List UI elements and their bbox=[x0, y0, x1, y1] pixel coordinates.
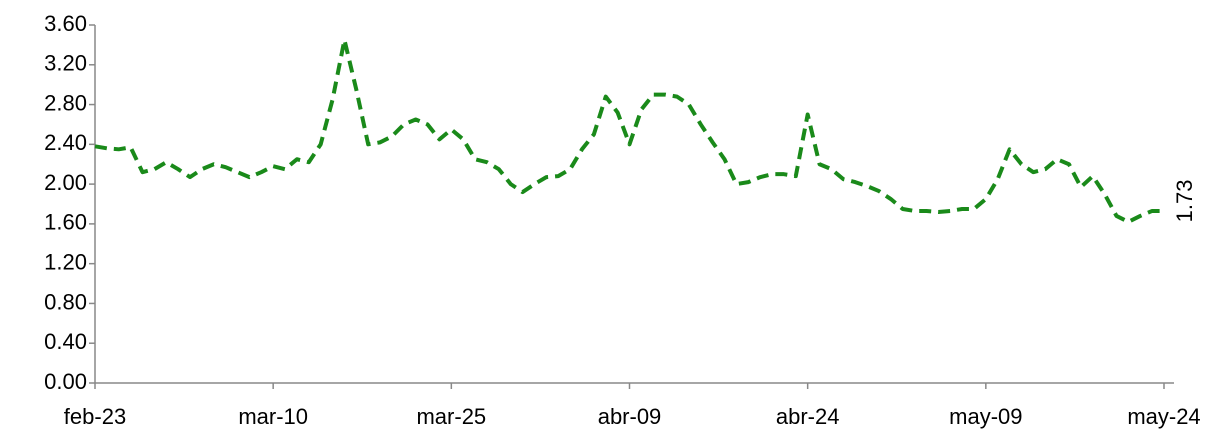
value-label: 1.73 bbox=[1172, 180, 1197, 223]
y-tick-label: 3.60 bbox=[44, 11, 87, 36]
y-tick-label: 2.80 bbox=[44, 90, 87, 115]
y-tick-label: 1.20 bbox=[44, 249, 87, 274]
x-tick-label: mar-25 bbox=[416, 404, 486, 429]
x-tick-label: may-24 bbox=[1127, 404, 1200, 429]
y-tick-label: 0.80 bbox=[44, 289, 87, 314]
y-tick-label: 2.40 bbox=[44, 130, 87, 155]
y-tick-label: 0.00 bbox=[44, 369, 87, 394]
x-tick-label: abr-24 bbox=[776, 404, 840, 429]
x-tick-label: may-09 bbox=[949, 404, 1022, 429]
x-tick-label: feb-23 bbox=[64, 404, 126, 429]
y-tick-label: 2.00 bbox=[44, 170, 87, 195]
x-tick-label: mar-10 bbox=[238, 404, 308, 429]
y-tick-label: 0.40 bbox=[44, 329, 87, 354]
data-line bbox=[94, 37, 1164, 224]
y-tick-label: 3.20 bbox=[44, 51, 87, 76]
y-tick-label: 1.60 bbox=[44, 210, 87, 235]
x-tick-label: abr-09 bbox=[598, 404, 662, 429]
